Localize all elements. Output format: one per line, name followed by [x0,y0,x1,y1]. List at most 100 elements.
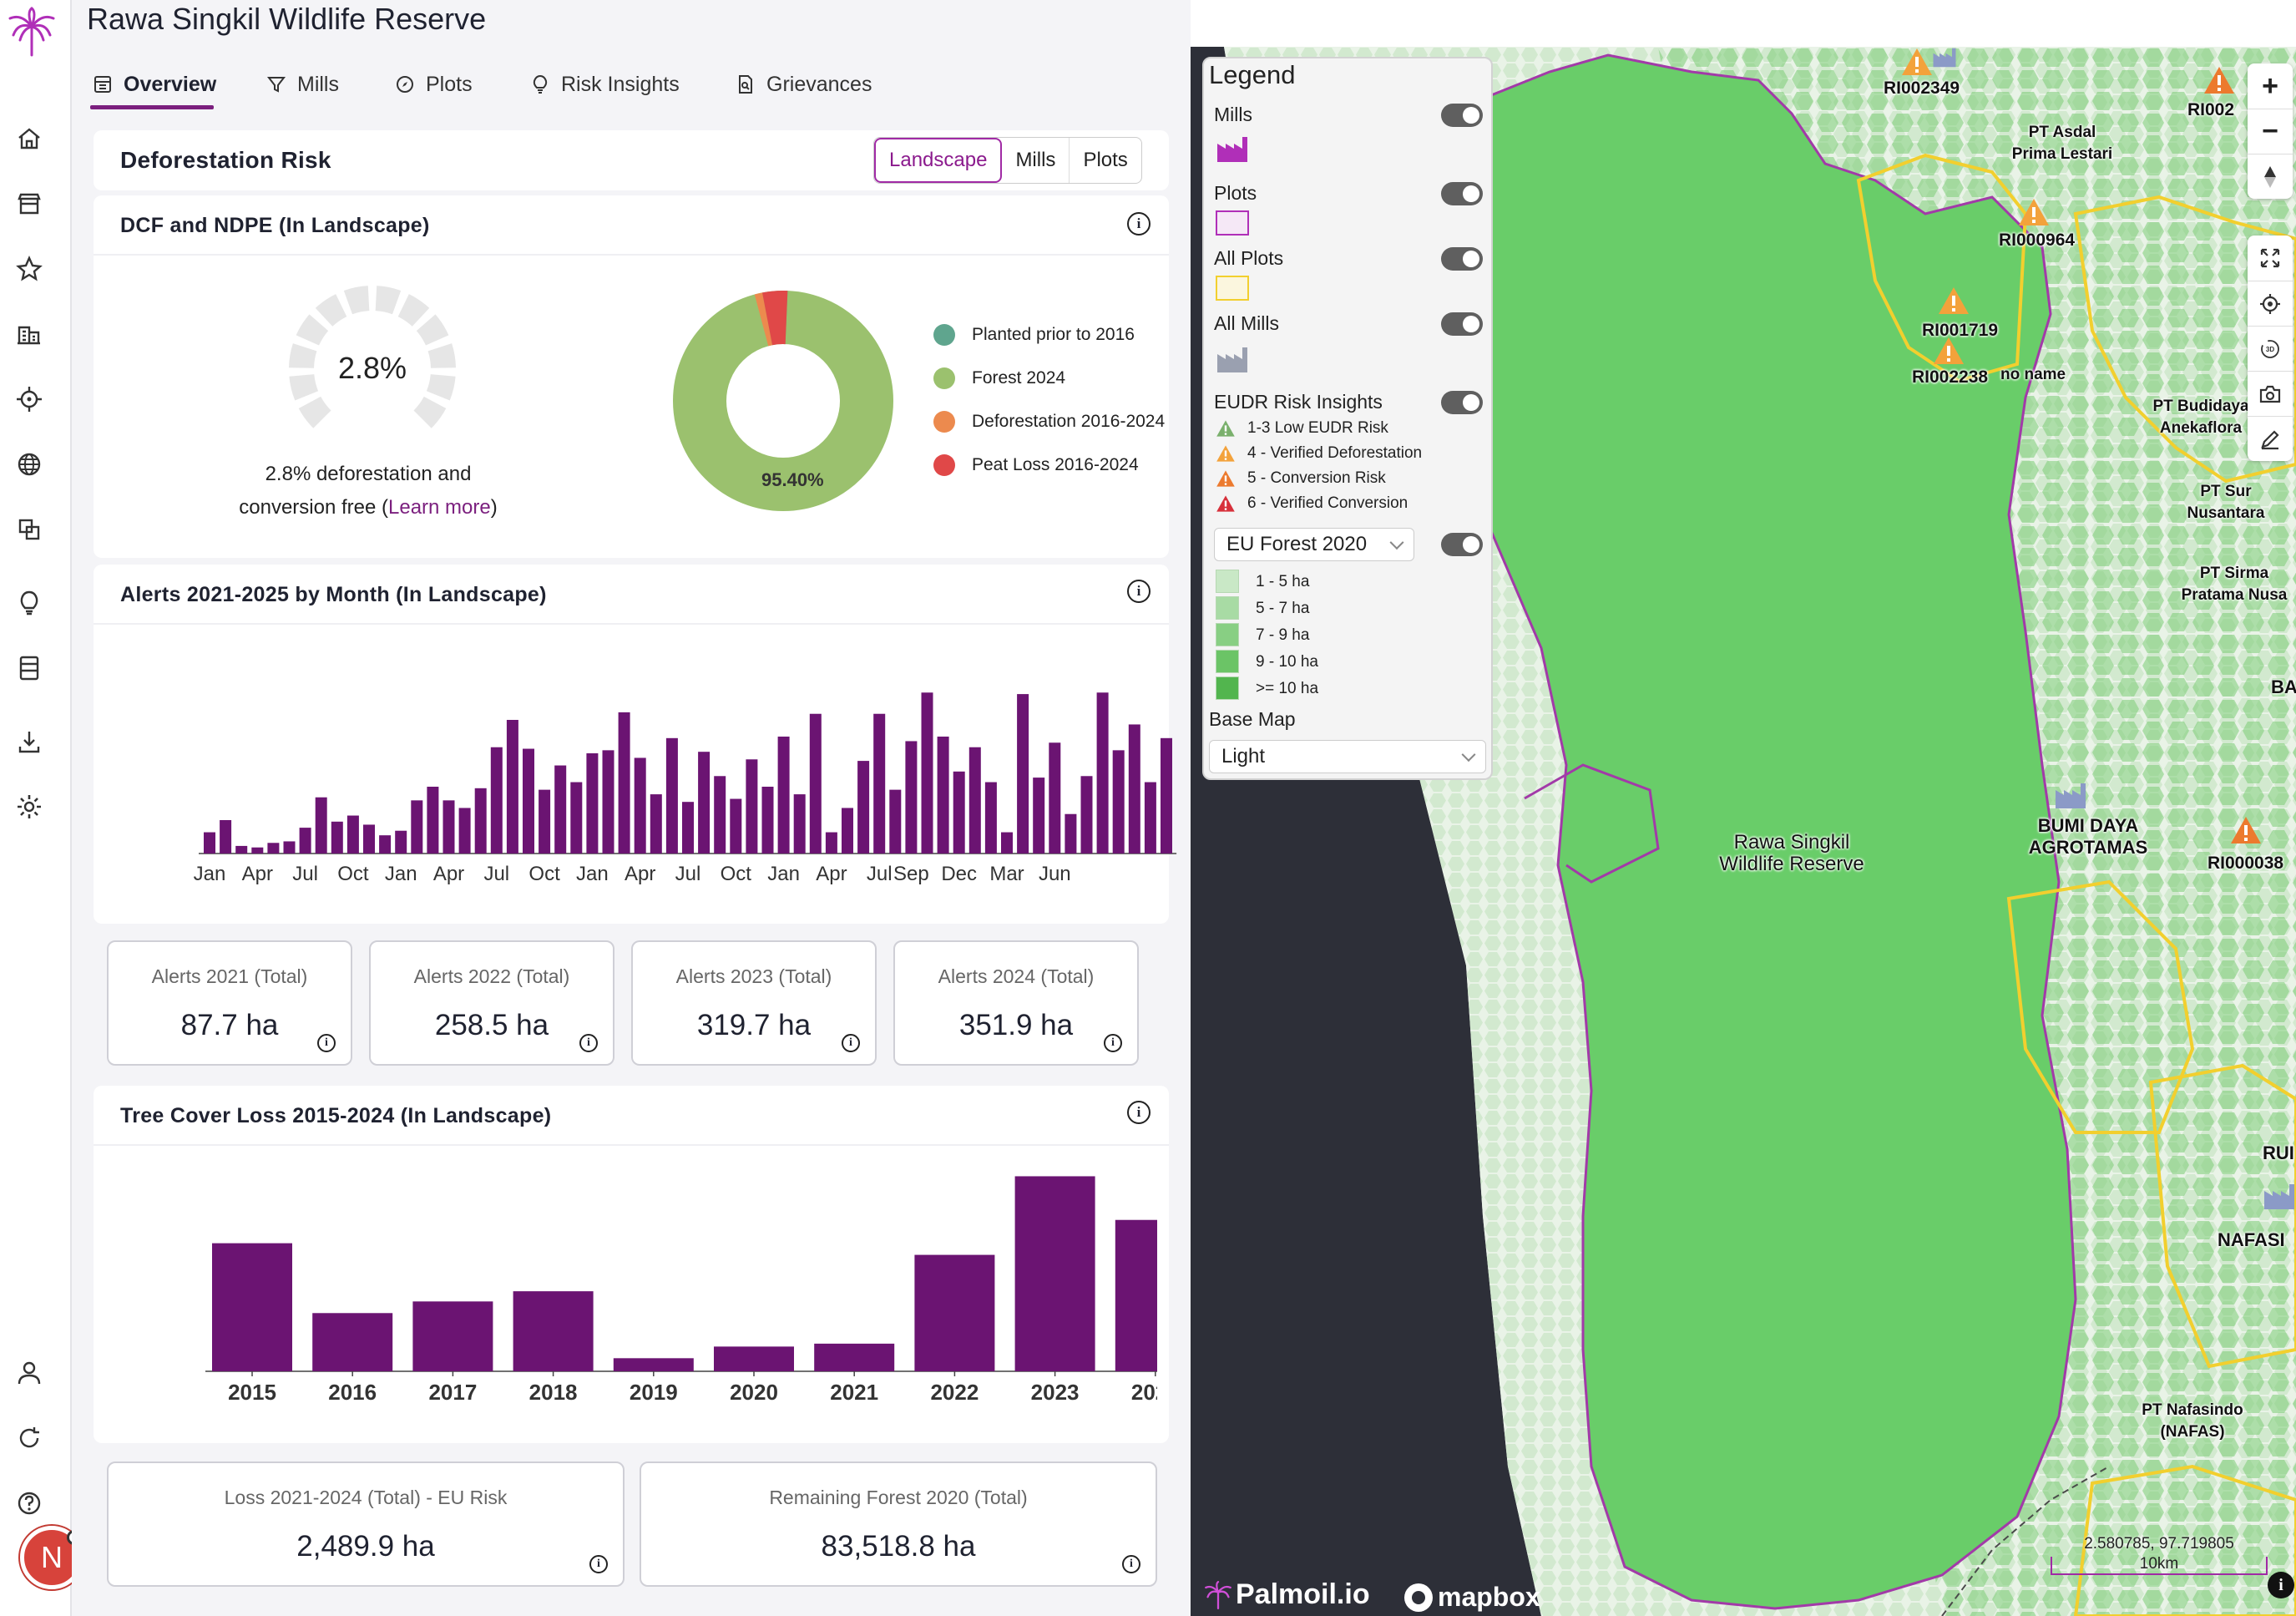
draw-button[interactable] [2248,416,2293,461]
loss-bar[interactable] [1014,1176,1095,1371]
warning-marker-icon[interactable] [2017,197,2051,227]
mill-factory-icon[interactable] [2263,1183,2296,1211]
palm-logo-icon[interactable] [7,7,57,57]
alert-bar[interactable] [523,748,534,854]
alert-bar[interactable] [490,747,503,854]
alert-bar[interactable] [873,713,886,854]
help-icon[interactable] [14,1488,44,1518]
alert-bar[interactable] [411,800,423,854]
buildings-icon[interactable] [14,319,44,349]
info-icon[interactable]: i [589,1555,608,1573]
alert-bar[interactable] [1001,832,1013,854]
alert-bar[interactable] [1033,778,1045,854]
map-plot-label[interactable]: RI002349 [1884,79,1960,98]
locate-button[interactable] [2248,281,2293,326]
alert-bar[interactable] [698,752,711,854]
info-icon[interactable]: i [842,1034,860,1052]
loss-bar[interactable] [1115,1219,1157,1371]
alert-bar[interactable] [586,753,599,854]
alert-bar[interactable] [953,771,965,854]
compass-button[interactable] [2248,154,2293,199]
learn-more-link[interactable]: Learn more [388,496,491,519]
tab-overview[interactable]: Overview [92,58,216,110]
warning-marker-icon[interactable] [1937,286,1970,316]
alert-bar[interactable] [825,832,837,854]
alert-bar[interactable] [458,808,471,854]
alert-bar[interactable] [474,788,487,854]
alert-bar[interactable] [395,830,407,854]
plots-layer-toggle[interactable] [1441,182,1483,205]
globe-icon[interactable] [14,449,44,479]
user-icon[interactable] [14,1358,44,1388]
map-mill-label[interactable]: no name [2000,366,2066,383]
map-plot-label[interactable]: RI000038 [2207,854,2284,873]
alert-bar[interactable] [251,847,264,854]
alert-bar[interactable] [968,747,981,854]
alert-bar[interactable] [809,713,822,854]
alert-bar[interactable] [618,712,630,854]
alert-bar[interactable] [267,843,280,854]
forest-layer-select[interactable]: EU Forest 2020 [1214,528,1414,561]
alert-bar[interactable] [427,787,439,854]
alert-bar[interactable] [363,824,375,854]
map-attribution-info-icon[interactable]: i [2268,1572,2294,1598]
alert-bar[interactable] [937,737,949,854]
loss-bar[interactable] [914,1254,995,1371]
alert-bar[interactable] [1144,782,1156,854]
tab-risk-insights[interactable]: Risk Insights [529,58,680,110]
alert-bar[interactable] [379,835,392,854]
map-plot-label[interactable]: RI002238 [1912,367,1989,387]
loss-bar[interactable] [613,1358,694,1371]
tab-plots[interactable]: Plots [394,58,473,110]
lightbulb-icon[interactable] [14,588,44,618]
info-icon[interactable]: i [317,1034,336,1052]
warning-marker-icon[interactable] [2202,65,2236,95]
alert-bar[interactable] [984,782,997,854]
alert-bar[interactable] [682,802,694,854]
basemap-select[interactable]: Light [1209,740,1486,773]
alert-bar[interactable] [283,841,296,854]
map-mill-label[interactable]: NAFASI [2218,1229,2285,1250]
mill-factory-icon[interactable] [2054,782,2087,810]
loss-bar[interactable] [513,1291,594,1371]
forest-layer-toggle[interactable] [1441,533,1483,556]
all-mills-layer-toggle[interactable] [1441,312,1483,336]
alert-bar[interactable] [746,759,758,854]
info-icon[interactable]: i [1127,212,1151,236]
map-plot-label[interactable]: RI001719 [1922,321,1999,340]
warning-marker-icon[interactable] [1900,47,1934,77]
alert-bar[interactable] [857,761,870,854]
map-mill-label[interactable]: BUMI DAYA AGROTAMAS [2028,815,2148,858]
home-icon[interactable] [14,124,44,154]
alert-bar[interactable] [506,720,518,854]
mills-layer-toggle[interactable] [1441,104,1483,127]
alert-bar[interactable] [1112,750,1125,854]
segment-plots[interactable]: Plots [1083,149,1128,171]
info-icon[interactable]: i [1127,580,1151,603]
loss-bar[interactable] [814,1343,895,1371]
settings-icon[interactable] [14,792,44,822]
tab-mills[interactable]: Mills [266,58,339,110]
alert-bar[interactable] [793,794,806,854]
refresh-icon[interactable] [14,1423,44,1453]
info-icon[interactable]: i [1104,1034,1122,1052]
alert-bar[interactable] [634,757,646,854]
map-mill-label[interactable]: RUI [2263,1142,2294,1163]
eudr-layer-toggle[interactable] [1441,391,1483,414]
store-icon[interactable] [14,189,44,219]
alert-bar[interactable] [1065,813,1077,854]
tab-grievances[interactable]: Grievances [735,58,872,110]
reserve-boundary[interactable] [1381,53,2077,1610]
loss-bar[interactable] [312,1313,393,1371]
all-plots-layer-toggle[interactable] [1441,247,1483,271]
alert-bar[interactable] [235,845,248,854]
info-icon[interactable]: i [579,1034,598,1052]
alert-bar[interactable] [602,750,614,854]
alert-bar[interactable] [570,782,583,854]
alert-bar[interactable] [665,737,678,854]
alert-bar[interactable] [331,821,343,854]
alert-bar[interactable] [842,808,853,854]
alert-bar[interactable] [220,820,232,854]
alert-bar[interactable] [1049,742,1061,854]
alert-bar[interactable] [539,789,551,854]
